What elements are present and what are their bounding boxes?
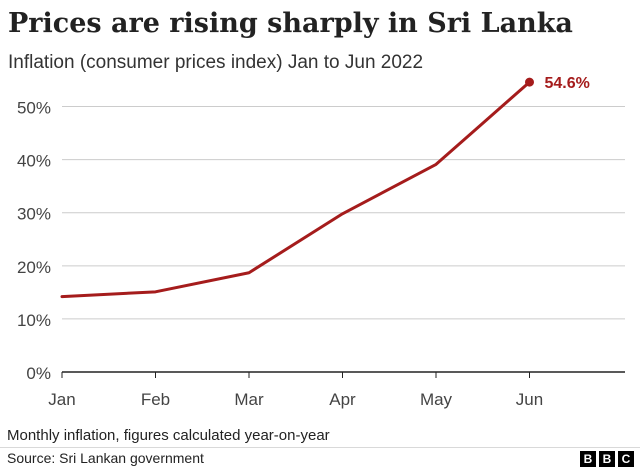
x-tick-label: Apr	[329, 390, 356, 409]
end-point-marker	[525, 77, 534, 87]
gridlines	[62, 106, 625, 320]
bbc-logo-block: B	[580, 451, 596, 467]
footnote: Monthly inflation, figures calculated ye…	[7, 427, 330, 444]
bbc-logo: B B C	[580, 451, 634, 467]
x-tick-label: Jun	[516, 390, 543, 409]
x-tick-label: Feb	[141, 390, 170, 409]
x-tick-label: Mar	[234, 390, 264, 409]
annotations: 54.6%	[525, 75, 590, 92]
series	[60, 80, 531, 299]
bbc-logo-block: C	[618, 451, 634, 467]
y-tick-label: 10%	[17, 311, 51, 330]
y-tick-label: 20%	[17, 258, 51, 277]
x-axis-ticks: Jan Feb Mar Apr May Jun	[48, 372, 543, 409]
chart-subtitle: Inflation (consumer prices index) Jan to…	[8, 52, 424, 73]
y-tick-label: 50%	[17, 99, 51, 118]
line-chart: 0% 10% 20% 30% 40% 50% Jan Feb Mar Apr May Jun 54.…	[17, 75, 625, 409]
source-divider	[0, 447, 640, 448]
y-tick-label: 0%	[26, 364, 51, 383]
y-tick-label: 40%	[17, 152, 51, 171]
y-tick-label: 30%	[17, 205, 51, 224]
y-axis-ticks: 0% 10% 20% 30% 40% 50%	[17, 99, 51, 383]
chart-title: Prices are rising sharply in Sri Lanka	[8, 8, 573, 39]
data-label: 54.6%	[545, 75, 590, 92]
source-note: Source: Sri Lankan government	[7, 450, 204, 466]
x-tick-label: Jan	[48, 390, 75, 409]
bbc-logo-block: B	[599, 451, 615, 467]
x-tick-label: May	[420, 390, 453, 409]
series-line	[60, 80, 531, 299]
